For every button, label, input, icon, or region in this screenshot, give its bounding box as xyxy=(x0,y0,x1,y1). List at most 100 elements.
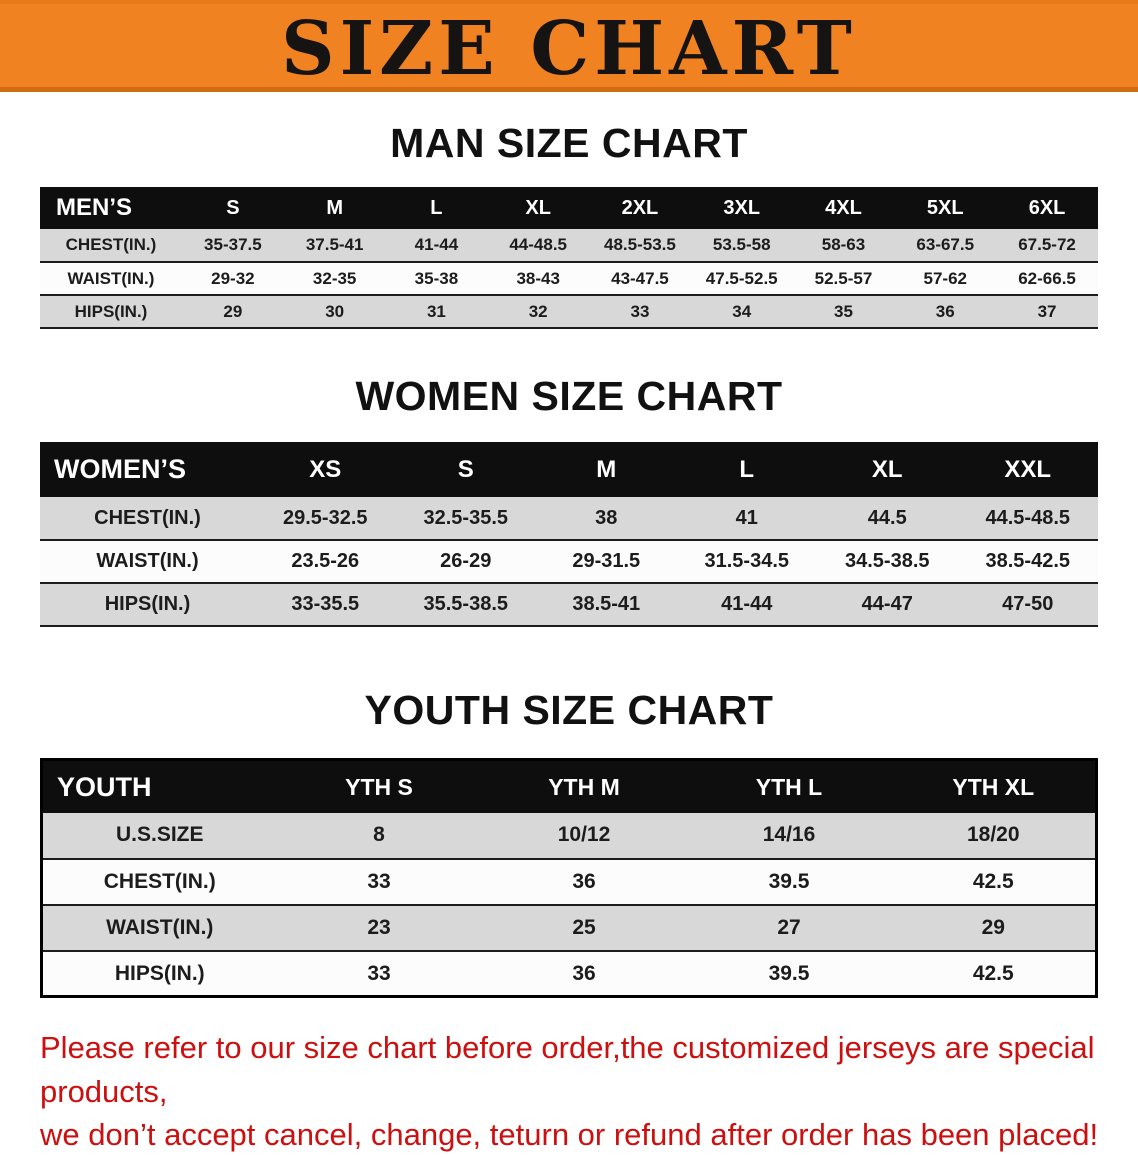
size-value-cell: 35-37.5 xyxy=(204,235,262,255)
size-value-cell: 18/20 xyxy=(966,823,1020,847)
size-value-cell: 10/12 xyxy=(557,823,611,847)
measurement-row: WAIST(IN.) 23 25 27 29 xyxy=(41,904,1097,951)
size-value-cell: 58-63 xyxy=(821,235,866,255)
size-value-cell: 33 xyxy=(630,301,650,321)
size-value-cell: 48.5-53.5 xyxy=(604,235,676,255)
disclaimer-line-2: we don’t accept cancel, change, teturn o… xyxy=(40,1117,1099,1153)
measurement-row-label: WAIST(IN.) xyxy=(106,915,214,939)
size-value-cell: 38.5-42.5 xyxy=(985,550,1070,573)
size-value-cell: 33-35.5 xyxy=(291,593,360,616)
size-column-header: 6XL xyxy=(1028,196,1066,219)
size-column-header: YTH S xyxy=(345,773,413,800)
measurement-row: WAIST(IN.) 29-32 32-35 35-38 38-43 43-47.5 47.… xyxy=(40,262,1098,296)
size-column-header: XXL xyxy=(1004,455,1052,483)
size-value-cell: 41 xyxy=(735,506,758,529)
youth-chart-heading: YOUTH SIZE CHART xyxy=(364,687,774,734)
size-value-cell: 47-50 xyxy=(1002,593,1054,616)
size-value-cell: 29-31.5 xyxy=(572,550,641,573)
size-value-cell: 37.5-41 xyxy=(305,235,364,255)
table-corner-label: YOUTH xyxy=(57,771,152,802)
size-value-cell: 8 xyxy=(373,823,385,847)
size-value-cell: 35-38 xyxy=(414,268,459,288)
size-value-cell: 35 xyxy=(834,301,853,321)
size-value-cell: 38 xyxy=(595,506,618,529)
size-value-cell: 44-48.5 xyxy=(509,235,568,255)
size-value-cell: 67.5-72 xyxy=(1018,235,1076,255)
size-value-cell: 42.5 xyxy=(972,869,1014,893)
size-value-cell: 32.5-35.5 xyxy=(423,506,508,529)
size-column-header: M xyxy=(596,455,617,483)
disclaimer: Please refer to our size chart before or… xyxy=(40,1026,1118,1156)
size-value-cell: 29 xyxy=(981,915,1005,939)
size-value-cell: 36 xyxy=(572,869,596,893)
size-value-cell: 63-67.5 xyxy=(916,235,975,255)
size-column-header: 3XL xyxy=(723,196,761,219)
youth-size-chart-section: YOUTH SIZE CHART YOUTH YTH S YTH M YTH L YTH… xyxy=(0,687,1138,999)
size-column-header: 4XL xyxy=(825,196,862,219)
size-value-cell: 25 xyxy=(572,915,596,939)
measurement-row-label: CHEST(IN.) xyxy=(65,235,157,255)
measurement-row-label: WAIST(IN.) xyxy=(96,550,199,573)
measurement-row-label: CHEST(IN.) xyxy=(94,506,201,529)
size-column-header: 2XL xyxy=(621,196,659,219)
measurement-row-label: CHEST(IN.) xyxy=(103,869,216,893)
measurement-row: CHEST(IN.) 33 36 39.5 42.5 xyxy=(41,858,1097,905)
size-value-cell: 38.5-41 xyxy=(572,593,641,616)
size-value-cell: 39.5 xyxy=(768,961,810,985)
size-value-cell: 31.5-34.5 xyxy=(704,550,789,573)
size-value-cell: 36 xyxy=(572,961,596,985)
size-value-cell: 33 xyxy=(367,869,391,893)
size-column-header: XL xyxy=(525,196,551,219)
size-column-header: S xyxy=(457,455,474,483)
size-value-cell: 44-47 xyxy=(861,593,913,616)
size-column-header: YTH XL xyxy=(952,773,1035,800)
men-chart-heading: MAN SIZE CHART xyxy=(390,120,748,166)
banner-title: SIZE CHART xyxy=(281,6,857,92)
size-value-cell: 35.5-38.5 xyxy=(423,593,508,616)
measurement-row: HIPS(IN.) 33-35.5 35.5-38.5 38.5-41 41-44 44-… xyxy=(40,583,1098,627)
size-value-cell: 36 xyxy=(935,301,955,321)
size-chart-banner: SIZE CHART xyxy=(0,0,1138,92)
size-value-cell: 26-29 xyxy=(440,550,492,573)
size-value-cell: 41-44 xyxy=(721,593,773,616)
size-column-header: L xyxy=(430,196,443,219)
size-value-cell: 38-43 xyxy=(516,268,560,288)
size-column-header: XL xyxy=(871,455,903,483)
size-value-cell: 62-66.5 xyxy=(1018,268,1076,288)
size-value-cell: 34 xyxy=(732,301,752,321)
men-size-table: MEN’S S M L XL 2XL 3XL 4XL 5XL 6XL CHEST(IN.) 35-3… xyxy=(40,187,1098,329)
size-value-cell: 30 xyxy=(325,301,345,321)
size-column-header: M xyxy=(326,196,343,219)
table-corner-label: MEN’S xyxy=(56,194,133,222)
size-value-cell: 53.5-58 xyxy=(712,235,771,255)
size-value-cell: 29 xyxy=(223,301,243,321)
size-value-cell: 52.5-57 xyxy=(814,268,873,288)
measurement-row-label: WAIST(IN.) xyxy=(67,268,155,288)
men-table-header-row: MEN’S S M L XL 2XL 3XL 4XL 5XL 6XL xyxy=(40,187,1098,230)
measurement-row: CHEST(IN.) 35-37.5 37.5-41 41-44 44-48.5 48.5… xyxy=(40,229,1098,263)
size-value-cell: 44.5-48.5 xyxy=(985,506,1070,529)
measurement-row: HIPS(IN.) 33 36 39.5 42.5 xyxy=(41,950,1097,997)
size-value-cell: 43-47.5 xyxy=(611,268,669,288)
measurement-row-label: U.S.SIZE xyxy=(115,823,204,847)
youth-size-table: YOUTH YTH S YTH M YTH L YTH XL U.S.SIZE 8 10/1… xyxy=(40,758,1098,999)
disclaimer-line-1: Please refer to our size chart before or… xyxy=(40,1030,1095,1109)
size-value-cell: 39.5 xyxy=(768,869,810,893)
size-column-header: XS xyxy=(309,455,342,483)
size-value-cell: 33 xyxy=(367,961,391,985)
size-column-header: L xyxy=(739,455,755,483)
measurement-row-label: HIPS(IN.) xyxy=(104,593,191,616)
measurement-row: U.S.SIZE 8 10/12 14/16 18/20 xyxy=(41,812,1097,859)
table-corner-label: WOMEN’S xyxy=(54,454,186,485)
size-value-cell: 42.5 xyxy=(972,961,1014,985)
size-column-header: YTH L xyxy=(755,773,823,800)
measurement-row: CHEST(IN.) 29.5-32.5 32.5-35.5 38 41 44.5 44.5… xyxy=(40,497,1098,541)
youth-table-body: U.S.SIZE 8 10/12 14/16 18/20 CHEST(IN.) 33 36 39… xyxy=(41,812,1097,997)
size-value-cell: 37 xyxy=(1037,301,1057,321)
size-value-cell: 41-44 xyxy=(414,235,459,255)
size-value-cell: 29-32 xyxy=(211,268,255,288)
size-value-cell: 29.5-32.5 xyxy=(282,506,368,529)
men-size-chart-section: MAN SIZE CHART MEN’S S M L XL 2XL 3XL 4XL 5XL 6XL… xyxy=(0,120,1138,329)
size-column-header: S xyxy=(226,196,240,219)
size-value-cell: 32-35 xyxy=(312,268,357,288)
